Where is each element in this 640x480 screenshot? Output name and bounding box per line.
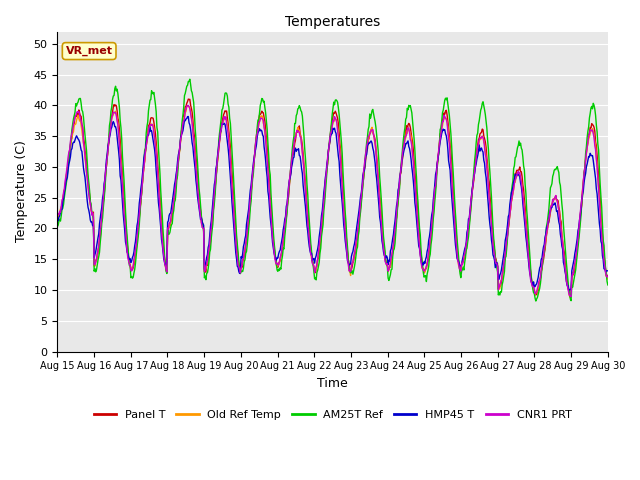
AM25T Ref	[186, 76, 194, 82]
CNR1 PRT	[184, 103, 192, 108]
HMP45 T	[184, 114, 192, 120]
AM25T Ref	[206, 249, 214, 255]
HMP45 T	[401, 146, 408, 152]
AM25T Ref	[417, 232, 424, 238]
Old Ref Temp	[206, 241, 214, 247]
AM25T Ref	[120, 177, 128, 183]
Panel T	[120, 195, 128, 201]
HMP45 T	[417, 252, 424, 257]
CNR1 PRT	[604, 274, 612, 279]
Panel T	[63, 167, 71, 172]
Legend: Panel T, Old Ref Temp, AM25T Ref, HMP45 T, CNR1 PRT: Panel T, Old Ref Temp, AM25T Ref, HMP45 …	[89, 405, 576, 424]
Y-axis label: Temperature (C): Temperature (C)	[15, 141, 28, 242]
AM25T Ref	[401, 130, 408, 135]
Panel T	[206, 243, 214, 249]
HMP45 T	[604, 268, 612, 274]
CNR1 PRT	[63, 161, 71, 167]
Title: Temperatures: Temperatures	[285, 15, 380, 29]
Panel T	[54, 211, 61, 216]
Line: HMP45 T: HMP45 T	[58, 117, 608, 290]
Old Ref Temp	[184, 103, 192, 109]
HMP45 T	[176, 144, 184, 150]
CNR1 PRT	[176, 143, 184, 148]
AM25T Ref	[63, 171, 71, 177]
Line: Panel T: Panel T	[58, 99, 608, 297]
Panel T	[176, 146, 184, 152]
CNR1 PRT	[120, 210, 128, 216]
X-axis label: Time: Time	[317, 377, 348, 390]
Panel T	[184, 96, 192, 102]
HMP45 T	[565, 287, 573, 293]
CNR1 PRT	[417, 253, 424, 259]
Old Ref Temp	[401, 143, 408, 149]
Line: Old Ref Temp: Old Ref Temp	[58, 106, 608, 298]
CNR1 PRT	[567, 294, 575, 300]
Old Ref Temp	[63, 168, 71, 173]
Old Ref Temp	[417, 251, 424, 256]
Old Ref Temp	[176, 146, 184, 152]
AM25T Ref	[604, 282, 612, 288]
Panel T	[417, 246, 424, 252]
CNR1 PRT	[54, 210, 61, 216]
Panel T	[401, 140, 408, 145]
Line: AM25T Ref: AM25T Ref	[58, 79, 608, 301]
Old Ref Temp	[604, 276, 612, 281]
Panel T	[604, 273, 612, 278]
Text: VR_met: VR_met	[66, 46, 113, 56]
HMP45 T	[54, 217, 61, 223]
HMP45 T	[206, 232, 214, 238]
AM25T Ref	[532, 298, 540, 304]
CNR1 PRT	[401, 141, 408, 146]
AM25T Ref	[176, 143, 184, 149]
Panel T	[566, 294, 574, 300]
HMP45 T	[63, 175, 71, 180]
Line: CNR1 PRT: CNR1 PRT	[58, 106, 608, 297]
HMP45 T	[120, 220, 128, 226]
Old Ref Temp	[566, 295, 574, 300]
Old Ref Temp	[54, 216, 61, 221]
AM25T Ref	[54, 224, 61, 229]
Old Ref Temp	[120, 206, 128, 212]
CNR1 PRT	[206, 240, 214, 246]
